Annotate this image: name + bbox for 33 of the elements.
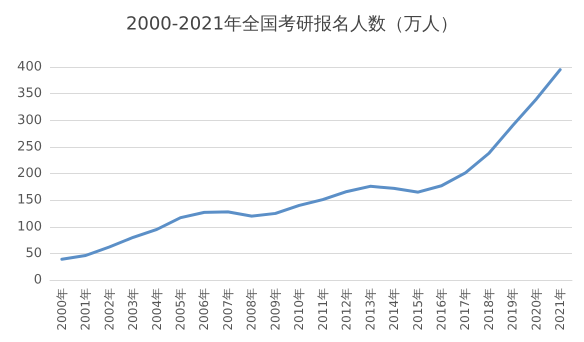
x-tick-label: 2014年	[387, 288, 402, 331]
x-tick-label: 2018年	[482, 288, 496, 331]
x-tick-label: 2007年	[220, 288, 235, 331]
y-tick-label: 250	[17, 139, 42, 154]
line-series	[60, 68, 562, 261]
x-tick-label: 2010年	[292, 288, 306, 331]
x-tick-label: 2006年	[197, 288, 212, 331]
x-tick-label: 2002年	[102, 288, 116, 331]
y-tick-label: 200	[17, 166, 42, 181]
x-tick-label: 2019年	[506, 288, 520, 331]
x-tick-label: 2009年	[268, 288, 282, 331]
x-tick-label: 2011年	[316, 288, 330, 331]
x-tick-label: 2012年	[340, 288, 354, 331]
x-tick-label: 2017年	[458, 288, 472, 331]
x-tick-label: 2005年	[174, 288, 188, 331]
y-tick-label: 400	[17, 60, 42, 74]
x-tick-label: 2021年	[553, 288, 568, 331]
x-tick-label: 2008年	[244, 288, 259, 331]
x-tick-label: 2000年	[54, 288, 69, 331]
x-tick-label: 2020年	[529, 288, 544, 331]
y-tick-label: 0	[34, 272, 42, 288]
x-tick-label: 2016年	[434, 288, 448, 331]
y-tick-label: 350	[17, 86, 42, 102]
y-tick-label: 300	[17, 112, 42, 128]
y-tick-label: 150	[17, 192, 42, 208]
y-tick-label: 100	[17, 219, 42, 234]
x-tick-label: 2015年	[410, 288, 425, 331]
y-tick-label: 50	[25, 246, 42, 261]
x-tick-label: 2004年	[150, 288, 164, 331]
chart-title: 2000-2021年全国考研报名人数（万人）	[126, 14, 458, 34]
x-tick-label: 2013年	[363, 288, 378, 331]
x-tick-label: 2003年	[126, 288, 140, 331]
x-tick-label: 2001年	[78, 288, 93, 331]
